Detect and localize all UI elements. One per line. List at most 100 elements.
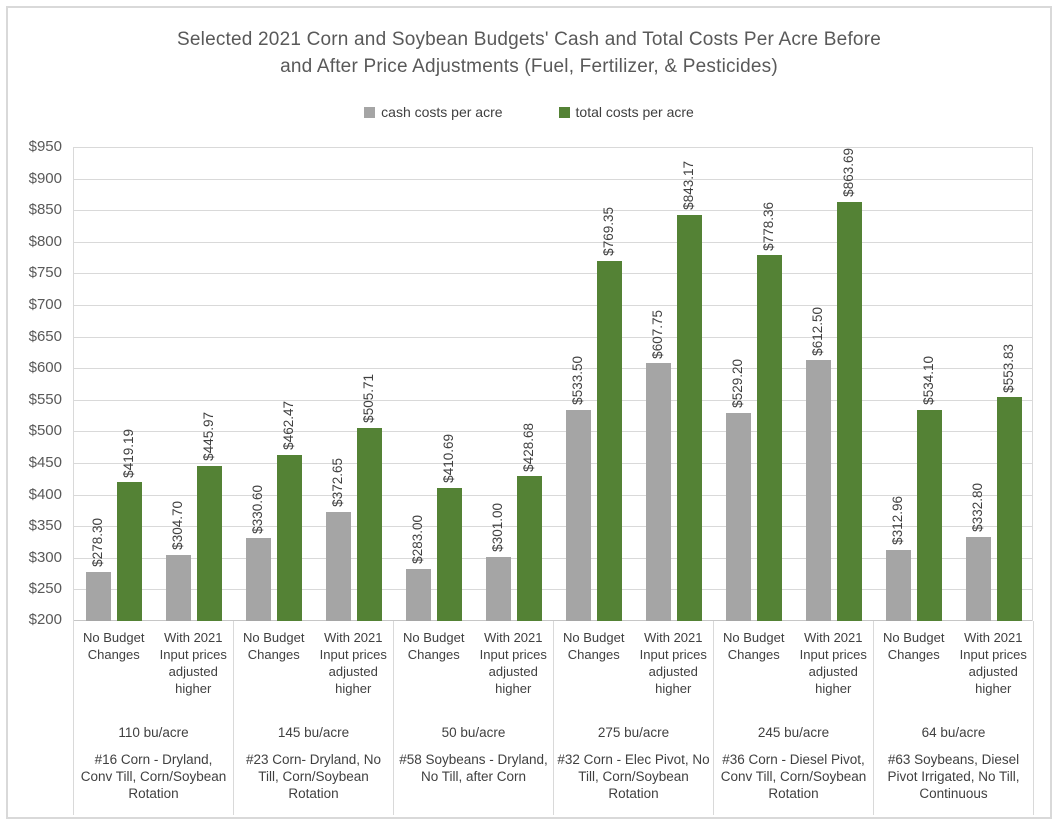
grid-line	[74, 241, 1032, 243]
total-costs-bar	[437, 487, 462, 621]
legend: cash costs per acre total costs per acre	[8, 104, 1050, 120]
scenario-label: No Budget Changes	[403, 630, 465, 662]
scenario-label: No Budget Changes	[883, 630, 945, 662]
bar-value-label: $843.17	[680, 160, 696, 210]
cash-costs-bar	[726, 412, 751, 621]
yield-label: 50 bu/acre	[441, 725, 506, 740]
bar-value-label: $445.97	[200, 411, 216, 461]
bar-value-label: $278.30	[89, 517, 105, 567]
scenario-label: With 2021 Input prices adjusted higher	[799, 630, 867, 696]
cash-costs-bar	[166, 554, 191, 621]
budget-label: #16 Corn - Dryland, Conv Till, Corn/Soyb…	[80, 752, 227, 801]
grid-line	[74, 494, 1032, 496]
category-group: No Budget Changes With 2021 Input prices …	[74, 621, 234, 815]
category-axis: No Budget Changes With 2021 Input prices …	[73, 621, 1034, 815]
category-group: No Budget Changes With 2021 Input prices …	[234, 621, 394, 815]
grid-line	[74, 526, 1032, 528]
cash-costs-swatch-icon	[364, 106, 376, 118]
y-axis-tick-label: $650	[28, 327, 62, 345]
cash-costs-bar	[566, 410, 591, 621]
y-axis-tick-label: $850	[28, 201, 62, 219]
y-axis-tick-label: $950	[28, 138, 62, 155]
y-axis-tick-label: $300	[28, 548, 62, 566]
bar-value-label: $534.10	[920, 356, 936, 405]
scenario-label-row: No Budget Changes With 2021 Input prices …	[874, 621, 1033, 717]
cash-costs-bar	[326, 511, 351, 621]
y-axis-tick-label: $450	[28, 454, 62, 471]
cash-costs-bar	[246, 538, 271, 621]
bar-value-label: $372.65	[329, 458, 345, 507]
grid-line	[74, 399, 1032, 401]
chart-title-line-2: and After Price Adjustments (Fuel, Ferti…	[280, 56, 778, 77]
bar-value-label: $612.50	[809, 306, 825, 356]
bar-value-label: $304.70	[169, 501, 185, 550]
legend-item-cash-costs: cash costs per acre	[364, 104, 503, 120]
bar-value-label: $312.96	[889, 495, 905, 545]
category-group: No Budget Changes With 2021 Input prices …	[394, 621, 554, 815]
bar-value-label: $462.47	[280, 401, 296, 451]
total-costs-bar	[677, 214, 702, 621]
budget-label: #58 Soybeans - Dryland, No Till, after C…	[399, 752, 548, 784]
chart-title: Selected 2021 Corn and Soybean Budgets' …	[8, 26, 1050, 80]
scenario-label-row: No Budget Changes With 2021 Input prices …	[394, 621, 553, 717]
scenario-label: With 2021 Input prices adjusted higher	[959, 630, 1027, 696]
cash-costs-bar	[646, 363, 671, 621]
total-costs-bar	[197, 465, 222, 621]
total-costs-bar	[277, 455, 302, 621]
grid-line	[74, 147, 1032, 148]
total-costs-bar	[837, 201, 862, 621]
bar-value-label: $332.80	[969, 483, 985, 533]
grid-line	[74, 431, 1032, 433]
grid-line	[74, 368, 1032, 370]
plot-area: $950 $900 $850 $800 $750 $700 $650 $600 $550 $500…	[29, 138, 1033, 628]
category-group: No Budget Changes With 2021 Input prices …	[714, 621, 874, 815]
y-axis-tick-label: $200	[28, 611, 62, 628]
scenario-label: No Budget Changes	[563, 630, 625, 662]
total-costs-swatch-icon	[558, 106, 570, 118]
y-axis-tick-label: $900	[28, 169, 62, 187]
total-costs-bar	[117, 482, 142, 621]
bar-value-label: $553.83	[1000, 343, 1016, 393]
budget-label: #36 Corn - Diesel Pivot, Conv Till, Corn…	[720, 752, 867, 801]
chart-title-line-1: Selected 2021 Corn and Soybean Budgets' …	[177, 29, 881, 50]
scenario-label: No Budget Changes	[723, 630, 785, 662]
cash-costs-bar	[486, 557, 511, 621]
scenario-label: With 2021 Input prices adjusted higher	[319, 630, 387, 696]
bar-value-label: $863.69	[840, 147, 856, 197]
total-costs-bar	[997, 397, 1022, 621]
y-axis-tick-label: $350	[28, 517, 62, 535]
legend-label-total-costs: total costs per acre	[575, 104, 694, 120]
legend-label-cash-costs: cash costs per acre	[381, 104, 503, 120]
grid-line	[74, 557, 1032, 559]
scenario-label-row: No Budget Changes With 2021 Input prices …	[74, 621, 233, 717]
grid-line	[74, 178, 1032, 180]
total-costs-bar	[757, 255, 782, 621]
cash-costs-bar	[406, 568, 431, 621]
yield-label: 145 bu/acre	[277, 725, 350, 740]
y-axis-tick-label: $600	[28, 359, 62, 377]
y-axis-tick-label: $250	[28, 580, 62, 598]
y-axis-tick-label: $800	[28, 232, 62, 250]
yield-label: 275 bu/acre	[597, 725, 670, 740]
bar-value-label: $769.35	[600, 207, 616, 257]
bar-value-label: $283.00	[409, 514, 425, 564]
cash-costs-bar	[886, 549, 911, 621]
grid-line	[74, 273, 1032, 275]
scenario-label-row: No Budget Changes With 2021 Input prices …	[714, 621, 873, 717]
yield-label: 110 bu/acre	[118, 725, 189, 740]
yield-label: 64 bu/acre	[921, 725, 986, 740]
bar-value-label: $428.68	[520, 422, 536, 472]
bar-value-label: $529.20	[729, 359, 745, 408]
scenario-label-row: No Budget Changes With 2021 Input prices …	[234, 621, 393, 717]
bar-value-label: $505.71	[360, 373, 376, 423]
bar-value-label: $330.60	[249, 484, 265, 534]
bar-value-label: $533.50	[569, 356, 585, 406]
category-group: No Budget Changes With 2021 Input prices …	[874, 621, 1034, 815]
budget-label: #32 Corn - Elec Pivot, No Till, Corn/Soy…	[557, 752, 710, 801]
scenario-label: With 2021 Input prices adjusted higher	[479, 630, 547, 696]
cash-costs-bar	[966, 537, 991, 621]
total-costs-bar	[917, 409, 942, 621]
y-axis-tick-label: $750	[28, 264, 62, 282]
scenario-label: No Budget Changes	[83, 630, 145, 662]
total-costs-bar	[357, 427, 382, 621]
